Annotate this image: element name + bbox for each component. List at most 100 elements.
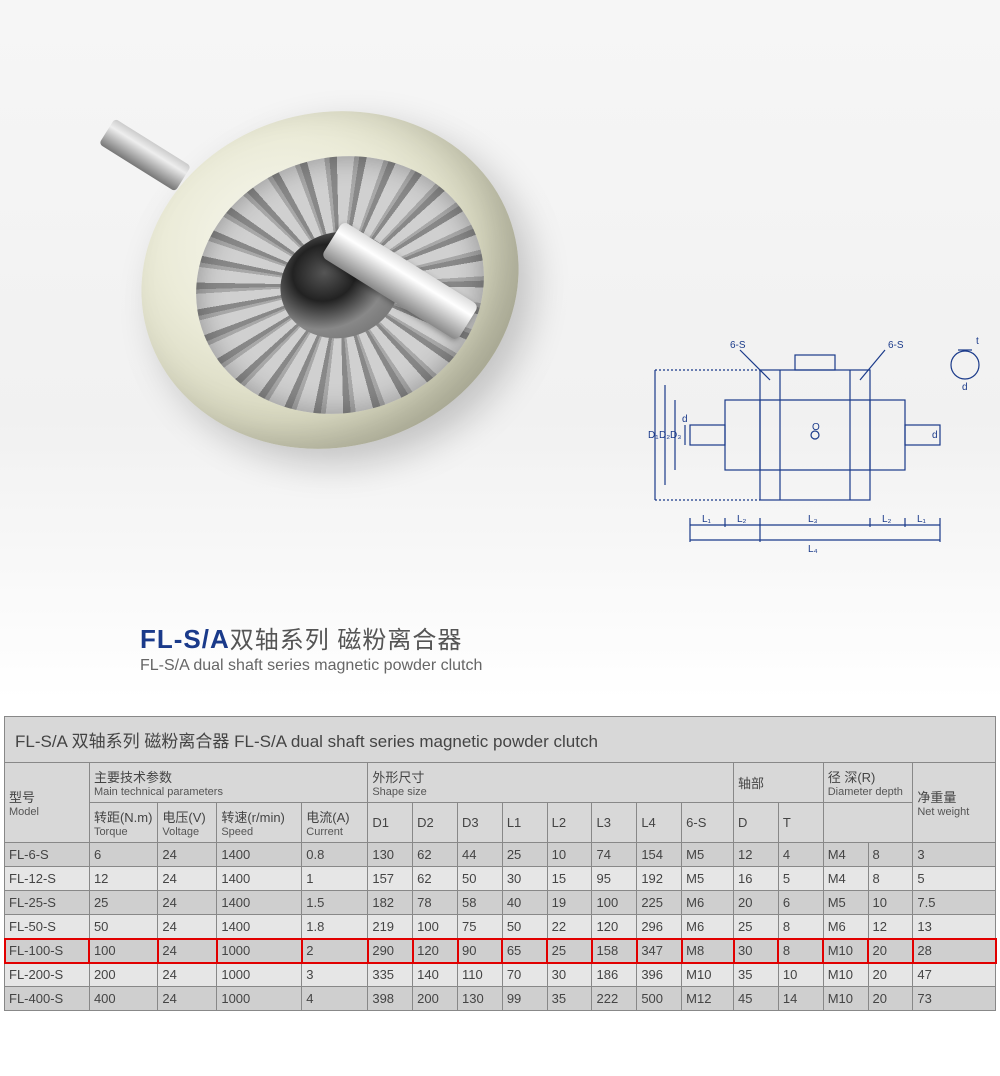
hdr-l4: L4 (637, 803, 682, 843)
cell-L2: 22 (547, 915, 592, 939)
cell-D3: 130 (458, 987, 503, 1011)
cell-L4: 396 (637, 963, 682, 987)
diagram-label-o: O (812, 422, 820, 433)
cell-sixS: M12 (682, 987, 734, 1011)
cell-model: FL-50-S (5, 915, 90, 939)
hdr-d3: D3 (458, 803, 503, 843)
hdr-d1: D1 (368, 803, 413, 843)
cell-L1: 70 (502, 963, 547, 987)
cell-depth: 20 (868, 963, 913, 987)
cell-L3: 186 (592, 963, 637, 987)
cell-torque: 200 (89, 963, 157, 987)
cell-voltage: 24 (158, 843, 217, 867)
cell-current: 4 (302, 987, 368, 1011)
diagram-label-d2: D₂ (659, 430, 670, 441)
cell-shaftD: 20 (734, 891, 779, 915)
cell-L2: 30 (547, 963, 592, 987)
cell-weight: 3 (913, 843, 996, 867)
hdr-l2: L2 (547, 803, 592, 843)
cell-depth: 8 (868, 867, 913, 891)
cell-torque: 100 (89, 939, 157, 963)
cell-L4: 296 (637, 915, 682, 939)
hdr-shape: 外形尺寸 Shape size (368, 763, 734, 803)
cell-depth: 12 (868, 915, 913, 939)
cell-L4: 500 (637, 987, 682, 1011)
cell-L4: 192 (637, 867, 682, 891)
diagram-label-l2-left: L₂ (737, 514, 747, 525)
cell-weight: 28 (913, 939, 996, 963)
engineering-diagram: 6-S 6-S D₁ D₂ D₃ d O d L₁ L₂ L₃ L₂ L₁ L₄… (640, 330, 990, 570)
cell-D3: 58 (458, 891, 503, 915)
cell-sixS: M5 (682, 843, 734, 867)
hdr-main-params: 主要技术参数 Main technical parameters (89, 763, 367, 803)
diagram-label-l1-left: L₁ (702, 514, 712, 525)
cell-L4: 154 (637, 843, 682, 867)
cell-voltage: 24 (158, 891, 217, 915)
diagram-label-d-left: d (682, 414, 688, 425)
cell-diam: M10 (823, 987, 868, 1011)
cell-L1: 65 (502, 939, 547, 963)
cell-shaftT: 10 (778, 963, 823, 987)
title-block: FL-S/A双轴系列 磁粉离合器 FL-S/A dual shaft serie… (140, 620, 482, 675)
cell-D2: 62 (413, 843, 458, 867)
cell-current: 1 (302, 867, 368, 891)
diagram-label-d-right: d (932, 430, 938, 441)
diagram-label-d1: D₁ (648, 430, 659, 441)
cell-torque: 400 (89, 987, 157, 1011)
diagram-label-t: t (976, 336, 979, 347)
cell-D2: 78 (413, 891, 458, 915)
cell-shaftT: 8 (778, 939, 823, 963)
hdr-l3: L3 (592, 803, 637, 843)
cell-D1: 290 (368, 939, 413, 963)
cell-speed: 1000 (217, 963, 302, 987)
cell-current: 3 (302, 963, 368, 987)
cell-shaftT: 5 (778, 867, 823, 891)
cell-shaftT: 6 (778, 891, 823, 915)
spec-table-element: FL-S/A 双轴系列 磁粉离合器 FL-S/A dual shaft seri… (4, 716, 996, 1011)
cell-D3: 110 (458, 963, 503, 987)
hdr-6s: 6-S (682, 803, 734, 843)
cell-diam: M6 (823, 915, 868, 939)
cell-D1: 130 (368, 843, 413, 867)
diagram-label-l4: L₄ (808, 544, 818, 555)
cell-L2: 19 (547, 891, 592, 915)
hdr-diam-depth: 径 深(R) Diameter depth (823, 763, 913, 803)
table-row: FL-12-S1224140011576250301595192M5165M48… (5, 867, 996, 891)
cell-D3: 44 (458, 843, 503, 867)
cell-depth: 8 (868, 843, 913, 867)
hdr-shaft-t: T (778, 803, 823, 843)
cell-voltage: 24 (158, 915, 217, 939)
cell-D3: 75 (458, 915, 503, 939)
cell-L3: 120 (592, 915, 637, 939)
hdr-shaft-d: D (734, 803, 779, 843)
diagram-label-l1-right: L₁ (917, 514, 927, 525)
diagram-label-d-key: d (962, 382, 968, 393)
table-row: FL-100-S1002410002290120906525158347M830… (5, 939, 996, 963)
cell-D3: 90 (458, 939, 503, 963)
cell-model: FL-400-S (5, 987, 90, 1011)
cell-weight: 47 (913, 963, 996, 987)
cell-L1: 40 (502, 891, 547, 915)
cell-voltage: 24 (158, 939, 217, 963)
cell-sixS: M6 (682, 915, 734, 939)
cell-L2: 25 (547, 939, 592, 963)
cell-sixS: M6 (682, 891, 734, 915)
cell-model: FL-6-S (5, 843, 90, 867)
hdr-voltage: 电压(V)Voltage (158, 803, 217, 843)
cell-shaftD: 35 (734, 963, 779, 987)
spec-table: FL-S/A 双轴系列 磁粉离合器 FL-S/A dual shaft seri… (4, 716, 996, 1011)
cell-current: 1.8 (302, 915, 368, 939)
cell-L1: 50 (502, 915, 547, 939)
title-main: FL-S/A双轴系列 磁粉离合器 (140, 620, 482, 655)
cell-speed: 1000 (217, 987, 302, 1011)
cell-diam: M4 (823, 867, 868, 891)
cell-L3: 74 (592, 843, 637, 867)
hdr-speed: 转速(r/min)Speed (217, 803, 302, 843)
diagram-label-l2-right: L₂ (882, 514, 892, 525)
cell-D2: 140 (413, 963, 458, 987)
cell-D2: 200 (413, 987, 458, 1011)
diagram-label-6s-right: 6-S (888, 340, 904, 351)
table-row: FL-400-S40024100043982001309935222500M12… (5, 987, 996, 1011)
cell-sixS: M8 (682, 939, 734, 963)
cell-diam: M10 (823, 963, 868, 987)
